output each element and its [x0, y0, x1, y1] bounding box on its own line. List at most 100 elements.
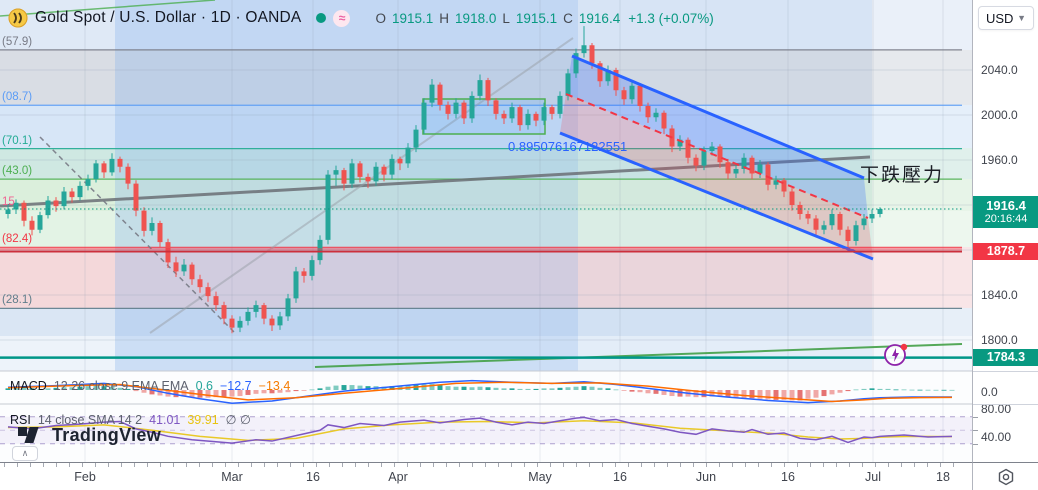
consolidation-box[interactable]	[422, 98, 546, 135]
candle-body	[821, 225, 827, 230]
macd-bar	[341, 385, 347, 390]
candle-body	[717, 146, 723, 163]
macd-bar	[917, 389, 923, 391]
tradingview-mark-icon	[18, 424, 44, 446]
market-status-dot-icon[interactable]	[316, 13, 327, 23]
macd-bar	[845, 390, 851, 392]
macd-bar	[949, 389, 955, 391]
channel-median-line[interactable]	[565, 93, 869, 219]
trendline[interactable]	[314, 343, 963, 368]
candle-body	[493, 100, 499, 114]
rsi-legend[interactable]: RSI 14 close SMA 14 2 41.01 39.91 ∅ ∅	[10, 412, 251, 428]
candle-body	[813, 218, 819, 230]
candle-body	[269, 318, 275, 326]
macd-bar	[101, 386, 107, 390]
price-scale-label: 2040.0	[981, 63, 1018, 77]
trendline[interactable]	[39, 136, 236, 334]
candle-body	[477, 80, 483, 96]
macd-bar	[549, 388, 555, 390]
scale-settings-corner[interactable]	[972, 462, 1038, 490]
rsi-title[interactable]: RSI	[10, 412, 31, 427]
candle-body	[829, 214, 835, 226]
candle-body	[205, 287, 211, 297]
price-scale-label: 0.0	[981, 385, 998, 399]
macd-bar	[893, 389, 899, 391]
candle-body	[757, 164, 763, 174]
macd-bar	[133, 390, 139, 392]
candle-body	[533, 113, 539, 121]
macd-bar	[637, 390, 643, 393]
macd-bar	[181, 390, 187, 397]
macd-bar	[61, 387, 67, 390]
chart-canvas[interactable]: Gold Spot / U.S. Dollar · 1D · OANDA ≈ O…	[0, 0, 972, 462]
scale-tick	[973, 444, 978, 445]
pane-divider[interactable]	[973, 371, 1038, 372]
price-alert-icon[interactable]	[883, 341, 909, 367]
candle-body	[749, 157, 755, 174]
price-scale-label: 2000.0	[981, 108, 1018, 122]
time-scale-label: 16	[781, 470, 795, 484]
trendline[interactable]	[149, 37, 574, 334]
gear-icon[interactable]	[997, 468, 1015, 486]
candle-body	[789, 191, 795, 205]
macd-bar	[93, 385, 99, 390]
candle-body	[109, 158, 115, 173]
macd-bar	[85, 386, 91, 390]
price-scale-label: 1800.0	[981, 333, 1018, 347]
candle-body	[181, 264, 187, 272]
candle-body	[645, 106, 651, 118]
channel-bottom-line[interactable]	[559, 131, 874, 261]
candle-body	[149, 223, 155, 231]
candle-body	[469, 95, 475, 119]
time-scale[interactable]: Feb Mar 16 Apr May 16 Jun 16 Jul 18	[0, 462, 972, 490]
tradingview-logo[interactable]: TradingView	[18, 424, 161, 446]
candle-body	[317, 239, 323, 261]
macd-bar	[661, 390, 667, 395]
macd-bar	[781, 390, 787, 400]
fib-level-label: 15	[2, 195, 15, 208]
candle-body	[93, 163, 99, 180]
macd-bar	[629, 390, 635, 392]
channel-top-line[interactable]	[571, 54, 865, 180]
open-label: O	[375, 10, 386, 26]
pressure-annotation[interactable]: 下跌壓力	[860, 165, 945, 186]
candle-body	[637, 85, 643, 106]
macd-legend[interactable]: MACD 12 26 close 9 EMA EMA 0.6 −12.7 −13…	[10, 379, 290, 393]
macd-bar	[837, 390, 843, 393]
candle-body	[29, 220, 35, 230]
price-chart-svg[interactable]	[0, 0, 972, 462]
macd-bar	[581, 386, 587, 390]
candle-body	[253, 305, 259, 312]
macd-bar	[277, 390, 283, 393]
macd-title[interactable]: MACD	[10, 379, 47, 393]
macd-bar	[901, 389, 907, 391]
close-label: C	[563, 10, 573, 26]
fib-ratio-label[interactable]: 0.895076167122551	[508, 139, 628, 154]
macd-bar	[853, 389, 859, 391]
trendline[interactable]	[0, 0, 216, 17]
scale-tick	[973, 417, 978, 418]
candle-body	[53, 200, 59, 207]
currency-selector[interactable]: USD ▼	[978, 6, 1034, 30]
macd-bar	[597, 387, 603, 390]
trendline[interactable]	[0, 155, 871, 208]
notification-status-icon[interactable]: ≈	[333, 9, 351, 27]
symbol-title[interactable]: Gold Spot / U.S. Dollar · 1D · OANDA	[35, 9, 302, 26]
macd-bar	[749, 390, 755, 399]
macd-line-value: −12.7	[220, 379, 252, 393]
chart-legend[interactable]: Gold Spot / U.S. Dollar · 1D · OANDA ≈ O…	[8, 7, 714, 29]
macd-bar	[869, 388, 875, 390]
candle-body	[437, 84, 443, 105]
price-scale-label: 1960.0	[981, 153, 1018, 167]
highlight-zone	[578, 0, 872, 371]
candle-body	[5, 209, 11, 214]
collapse-pane-button[interactable]: ∧	[12, 446, 38, 461]
macd-bar	[21, 387, 27, 390]
price-scale-label: 1840.0	[981, 288, 1018, 302]
price-scale[interactable]: USD ▼ 2040.0 2000.0 1960.0 1840.0 1800.0 0.0 8…	[972, 0, 1038, 462]
rsi-params: 14 close SMA 14 2	[37, 412, 143, 427]
macd-bar	[789, 390, 795, 401]
macd-bar	[117, 387, 123, 390]
scale-tick	[973, 430, 978, 431]
pane-divider[interactable]	[973, 404, 1038, 405]
